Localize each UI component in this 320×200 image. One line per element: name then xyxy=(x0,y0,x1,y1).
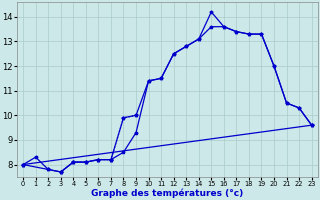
X-axis label: Graphe des températures (°c): Graphe des températures (°c) xyxy=(91,188,244,198)
